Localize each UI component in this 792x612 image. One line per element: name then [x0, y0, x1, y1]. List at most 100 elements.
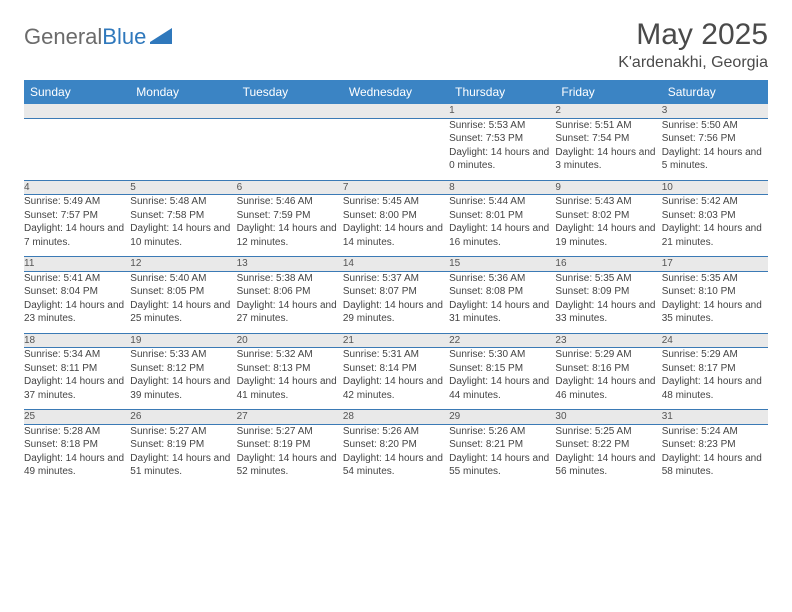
day-cell: Sunrise: 5:35 AMSunset: 8:10 PMDaylight:… [662, 271, 768, 333]
day-number: 25 [24, 410, 130, 425]
sunrise-text: Sunrise: 5:50 AM [662, 119, 768, 133]
sunset-text: Sunset: 8:23 PM [662, 438, 768, 452]
sunrise-text: Sunrise: 5:41 AM [24, 272, 130, 286]
daylight-text: Daylight: 14 hours and 12 minutes. [237, 222, 343, 249]
day-number: 29 [449, 410, 555, 425]
logo-text: GeneralBlue [24, 24, 146, 50]
daylight-text: Daylight: 14 hours and 51 minutes. [130, 452, 236, 479]
day-number: 30 [555, 410, 661, 425]
day-cell: Sunrise: 5:27 AMSunset: 8:19 PMDaylight:… [237, 424, 343, 486]
daylight-text: Daylight: 14 hours and 31 minutes. [449, 299, 555, 326]
daylight-text: Daylight: 14 hours and 7 minutes. [24, 222, 130, 249]
sunset-text: Sunset: 8:00 PM [343, 209, 449, 223]
day-cell [130, 118, 236, 180]
daylight-text: Daylight: 14 hours and 23 minutes. [24, 299, 130, 326]
sunrise-text: Sunrise: 5:30 AM [449, 348, 555, 362]
day-detail-row: Sunrise: 5:53 AMSunset: 7:53 PMDaylight:… [24, 118, 768, 180]
sunset-text: Sunset: 8:17 PM [662, 362, 768, 376]
day-cell: Sunrise: 5:26 AMSunset: 8:20 PMDaylight:… [343, 424, 449, 486]
day-cell: Sunrise: 5:50 AMSunset: 7:56 PMDaylight:… [662, 118, 768, 180]
day-cell: Sunrise: 5:25 AMSunset: 8:22 PMDaylight:… [555, 424, 661, 486]
sunrise-text: Sunrise: 5:34 AM [24, 348, 130, 362]
day-cell: Sunrise: 5:40 AMSunset: 8:05 PMDaylight:… [130, 271, 236, 333]
sunset-text: Sunset: 8:10 PM [662, 285, 768, 299]
weekday-header: Thursday [449, 80, 555, 104]
daylight-text: Daylight: 14 hours and 16 minutes. [449, 222, 555, 249]
sunset-text: Sunset: 8:07 PM [343, 285, 449, 299]
daylight-text: Daylight: 14 hours and 44 minutes. [449, 375, 555, 402]
sunrise-text: Sunrise: 5:35 AM [662, 272, 768, 286]
sunrise-text: Sunrise: 5:27 AM [130, 425, 236, 439]
calendar-table: SundayMondayTuesdayWednesdayThursdayFrid… [24, 80, 768, 486]
sunrise-text: Sunrise: 5:31 AM [343, 348, 449, 362]
sunset-text: Sunset: 8:01 PM [449, 209, 555, 223]
day-cell: Sunrise: 5:44 AMSunset: 8:01 PMDaylight:… [449, 195, 555, 257]
daylight-text: Daylight: 14 hours and 5 minutes. [662, 146, 768, 173]
page-subtitle: K'ardenakhi, Georgia [618, 54, 768, 72]
sunset-text: Sunset: 8:19 PM [237, 438, 343, 452]
daylight-text: Daylight: 14 hours and 10 minutes. [130, 222, 236, 249]
day-cell: Sunrise: 5:32 AMSunset: 8:13 PMDaylight:… [237, 348, 343, 410]
weekday-header: Friday [555, 80, 661, 104]
day-number-row: 18192021222324 [24, 333, 768, 348]
daylight-text: Daylight: 14 hours and 48 minutes. [662, 375, 768, 402]
day-number: 8 [449, 180, 555, 195]
day-cell [24, 118, 130, 180]
day-number: 26 [130, 410, 236, 425]
calendar-page: GeneralBlue May 2025 K'ardenakhi, Georgi… [0, 0, 792, 612]
sunrise-text: Sunrise: 5:38 AM [237, 272, 343, 286]
day-number: 15 [449, 257, 555, 272]
day-number: 4 [24, 180, 130, 195]
day-cell: Sunrise: 5:36 AMSunset: 8:08 PMDaylight:… [449, 271, 555, 333]
sunset-text: Sunset: 7:58 PM [130, 209, 236, 223]
daylight-text: Daylight: 14 hours and 3 minutes. [555, 146, 661, 173]
sunrise-text: Sunrise: 5:36 AM [449, 272, 555, 286]
day-number: 31 [662, 410, 768, 425]
sunset-text: Sunset: 8:22 PM [555, 438, 661, 452]
daylight-text: Daylight: 14 hours and 52 minutes. [237, 452, 343, 479]
day-number-row: 11121314151617 [24, 257, 768, 272]
sunset-text: Sunset: 7:53 PM [449, 132, 555, 146]
day-number-row: 25262728293031 [24, 410, 768, 425]
sunset-text: Sunset: 7:59 PM [237, 209, 343, 223]
sunset-text: Sunset: 8:13 PM [237, 362, 343, 376]
sunrise-text: Sunrise: 5:29 AM [555, 348, 661, 362]
sunrise-text: Sunrise: 5:42 AM [662, 195, 768, 209]
sunrise-text: Sunrise: 5:28 AM [24, 425, 130, 439]
sunrise-text: Sunrise: 5:49 AM [24, 195, 130, 209]
day-number: 10 [662, 180, 768, 195]
sunset-text: Sunset: 8:21 PM [449, 438, 555, 452]
day-cell [237, 118, 343, 180]
sunset-text: Sunset: 8:18 PM [24, 438, 130, 452]
day-cell: Sunrise: 5:37 AMSunset: 8:07 PMDaylight:… [343, 271, 449, 333]
title-block: May 2025 K'ardenakhi, Georgia [618, 18, 768, 72]
calendar-header-row: SundayMondayTuesdayWednesdayThursdayFrid… [24, 80, 768, 104]
day-number: 12 [130, 257, 236, 272]
day-cell: Sunrise: 5:29 AMSunset: 8:16 PMDaylight:… [555, 348, 661, 410]
sunrise-text: Sunrise: 5:26 AM [449, 425, 555, 439]
day-number: 9 [555, 180, 661, 195]
daylight-text: Daylight: 14 hours and 58 minutes. [662, 452, 768, 479]
day-cell: Sunrise: 5:27 AMSunset: 8:19 PMDaylight:… [130, 424, 236, 486]
day-number [24, 104, 130, 118]
sunrise-text: Sunrise: 5:26 AM [343, 425, 449, 439]
logo: GeneralBlue [24, 18, 172, 50]
day-number [237, 104, 343, 118]
day-number: 18 [24, 333, 130, 348]
day-number: 21 [343, 333, 449, 348]
day-cell [343, 118, 449, 180]
sunrise-text: Sunrise: 5:40 AM [130, 272, 236, 286]
weekday-header: Saturday [662, 80, 768, 104]
logo-triangle-icon [150, 28, 172, 46]
sunset-text: Sunset: 8:04 PM [24, 285, 130, 299]
sunset-text: Sunset: 8:03 PM [662, 209, 768, 223]
sunset-text: Sunset: 7:54 PM [555, 132, 661, 146]
day-cell: Sunrise: 5:53 AMSunset: 7:53 PMDaylight:… [449, 118, 555, 180]
day-number: 7 [343, 180, 449, 195]
day-number: 24 [662, 333, 768, 348]
day-number: 2 [555, 104, 661, 118]
sunset-text: Sunset: 8:09 PM [555, 285, 661, 299]
sunrise-text: Sunrise: 5:27 AM [237, 425, 343, 439]
day-number: 22 [449, 333, 555, 348]
sunset-text: Sunset: 8:02 PM [555, 209, 661, 223]
